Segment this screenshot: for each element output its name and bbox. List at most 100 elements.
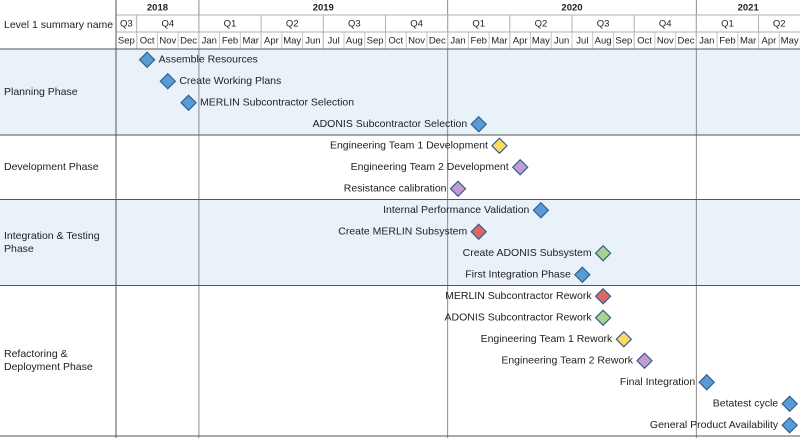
quarter-label: Q4 bbox=[659, 19, 672, 30]
milestone bbox=[781, 416, 798, 434]
month-label: May bbox=[781, 36, 799, 47]
milestone-label: Engineering Team 2 Rework bbox=[501, 355, 633, 367]
milestone bbox=[511, 158, 529, 176]
milestone bbox=[594, 244, 612, 262]
group-name: Development Phase bbox=[4, 160, 99, 173]
month-label: Feb bbox=[222, 36, 238, 47]
month-label: Nov bbox=[657, 36, 674, 47]
quarter-label: Q2 bbox=[286, 19, 299, 30]
milestone-label: Final Integration bbox=[620, 376, 695, 388]
month-label: May bbox=[532, 36, 550, 47]
milestone-label: Resistance calibration bbox=[344, 183, 447, 195]
month-label: Mar bbox=[491, 36, 507, 47]
group-name: Refactoring & Deployment Phase bbox=[4, 347, 93, 373]
quarter-label: Q4 bbox=[410, 19, 423, 30]
group-name-box: Integration & Testing Phase bbox=[4, 229, 100, 255]
month-label: Sep bbox=[367, 36, 384, 47]
milestone-label: Engineering Team 1 Rework bbox=[481, 333, 613, 345]
milestone bbox=[138, 51, 156, 69]
quarter-label: Q2 bbox=[773, 19, 786, 30]
header-bg bbox=[0, 0, 800, 49]
milestone-label: Internal Performance Validation bbox=[383, 204, 529, 216]
group-name: Planning Phase bbox=[4, 85, 78, 98]
month-label: Jun bbox=[305, 36, 320, 47]
milestone-label: ADONIS Subcontractor Rework bbox=[445, 312, 593, 324]
milestone-label: MERLIN Subcontractor Rework bbox=[445, 290, 592, 302]
month-label: Dec bbox=[678, 36, 695, 47]
milestone bbox=[532, 201, 550, 219]
month-label: Oct bbox=[388, 36, 403, 47]
month-label: Dec bbox=[429, 36, 446, 47]
milestone-label: First Integration Phase bbox=[465, 269, 571, 281]
month-label: Jun bbox=[554, 36, 569, 47]
group-name-box: Development Phase bbox=[4, 160, 99, 173]
milestone bbox=[449, 180, 467, 198]
month-label: Sep bbox=[615, 36, 632, 47]
quarter-label: Q3 bbox=[597, 19, 610, 30]
year-label: 2018 bbox=[147, 3, 168, 14]
milestone bbox=[574, 266, 591, 284]
month-label: Apr bbox=[762, 36, 777, 47]
group-name: Integration & Testing Phase bbox=[4, 229, 100, 255]
month-label: Jan bbox=[450, 36, 465, 47]
group-name-box: Refactoring & Deployment Phase bbox=[4, 347, 93, 373]
milestone-label: General Product Availability bbox=[650, 419, 779, 431]
month-label: Jan bbox=[699, 36, 714, 47]
quarter-label: Q1 bbox=[472, 19, 485, 30]
milestone-label: MERLIN Subcontractor Selection bbox=[200, 97, 354, 109]
month-label: Jan bbox=[202, 36, 217, 47]
milestone-label: Engineering Team 1 Development bbox=[330, 140, 488, 152]
month-label: Dec bbox=[180, 36, 197, 47]
milestone bbox=[159, 72, 177, 90]
milestone-label: Betatest cycle bbox=[713, 398, 779, 410]
month-label: Jul bbox=[328, 36, 340, 47]
milestone bbox=[491, 137, 508, 155]
milestone-label: ADONIS Subcontractor Selection bbox=[313, 118, 468, 130]
quarter-label: Q3 bbox=[348, 19, 361, 30]
milestone bbox=[615, 330, 633, 348]
header-label: Level 1 summary name bbox=[4, 19, 113, 31]
month-label: Oct bbox=[637, 36, 652, 47]
month-label: Apr bbox=[513, 36, 528, 47]
month-label: May bbox=[283, 36, 301, 47]
year-label: 2021 bbox=[738, 3, 760, 14]
month-label: Nov bbox=[159, 36, 176, 47]
month-label: Mar bbox=[740, 36, 756, 47]
group-bg bbox=[0, 285, 800, 436]
milestone bbox=[470, 115, 488, 133]
milestone-label: Create MERLIN Subsystem bbox=[338, 226, 467, 238]
year-label: 2020 bbox=[561, 3, 582, 14]
milestone bbox=[470, 223, 488, 241]
month-label: Sep bbox=[118, 36, 135, 47]
group-name-box: Planning Phase bbox=[4, 85, 78, 98]
month-label: Aug bbox=[595, 36, 612, 47]
group-bg bbox=[0, 49, 800, 135]
group-bg bbox=[0, 199, 800, 286]
milestone-label: Assemble Resources bbox=[159, 54, 258, 66]
milestone bbox=[594, 287, 612, 305]
month-label: Aug bbox=[346, 36, 363, 47]
milestone-label: Create ADONIS Subsystem bbox=[463, 247, 592, 259]
milestone bbox=[781, 395, 798, 413]
milestone bbox=[180, 94, 197, 112]
milestone bbox=[636, 352, 653, 370]
group-bg bbox=[0, 135, 800, 200]
quarter-label: Q2 bbox=[535, 19, 548, 30]
year-label: 2019 bbox=[313, 3, 334, 14]
month-label: Oct bbox=[140, 36, 155, 47]
month-label: Apr bbox=[264, 36, 279, 47]
month-label: Feb bbox=[471, 36, 487, 47]
quarter-label: Q1 bbox=[721, 19, 734, 30]
month-label: Nov bbox=[408, 36, 425, 47]
month-label: Feb bbox=[719, 36, 735, 47]
milestone-label: Engineering Team 2 Development bbox=[351, 161, 509, 173]
quarter-label: Q3 bbox=[120, 19, 133, 30]
milestone bbox=[698, 373, 716, 391]
milestone bbox=[594, 309, 612, 327]
quarter-label: Q1 bbox=[224, 19, 237, 30]
month-label: Jul bbox=[576, 36, 588, 47]
milestone-label: Create Working Plans bbox=[179, 75, 281, 87]
month-label: Mar bbox=[243, 36, 259, 47]
